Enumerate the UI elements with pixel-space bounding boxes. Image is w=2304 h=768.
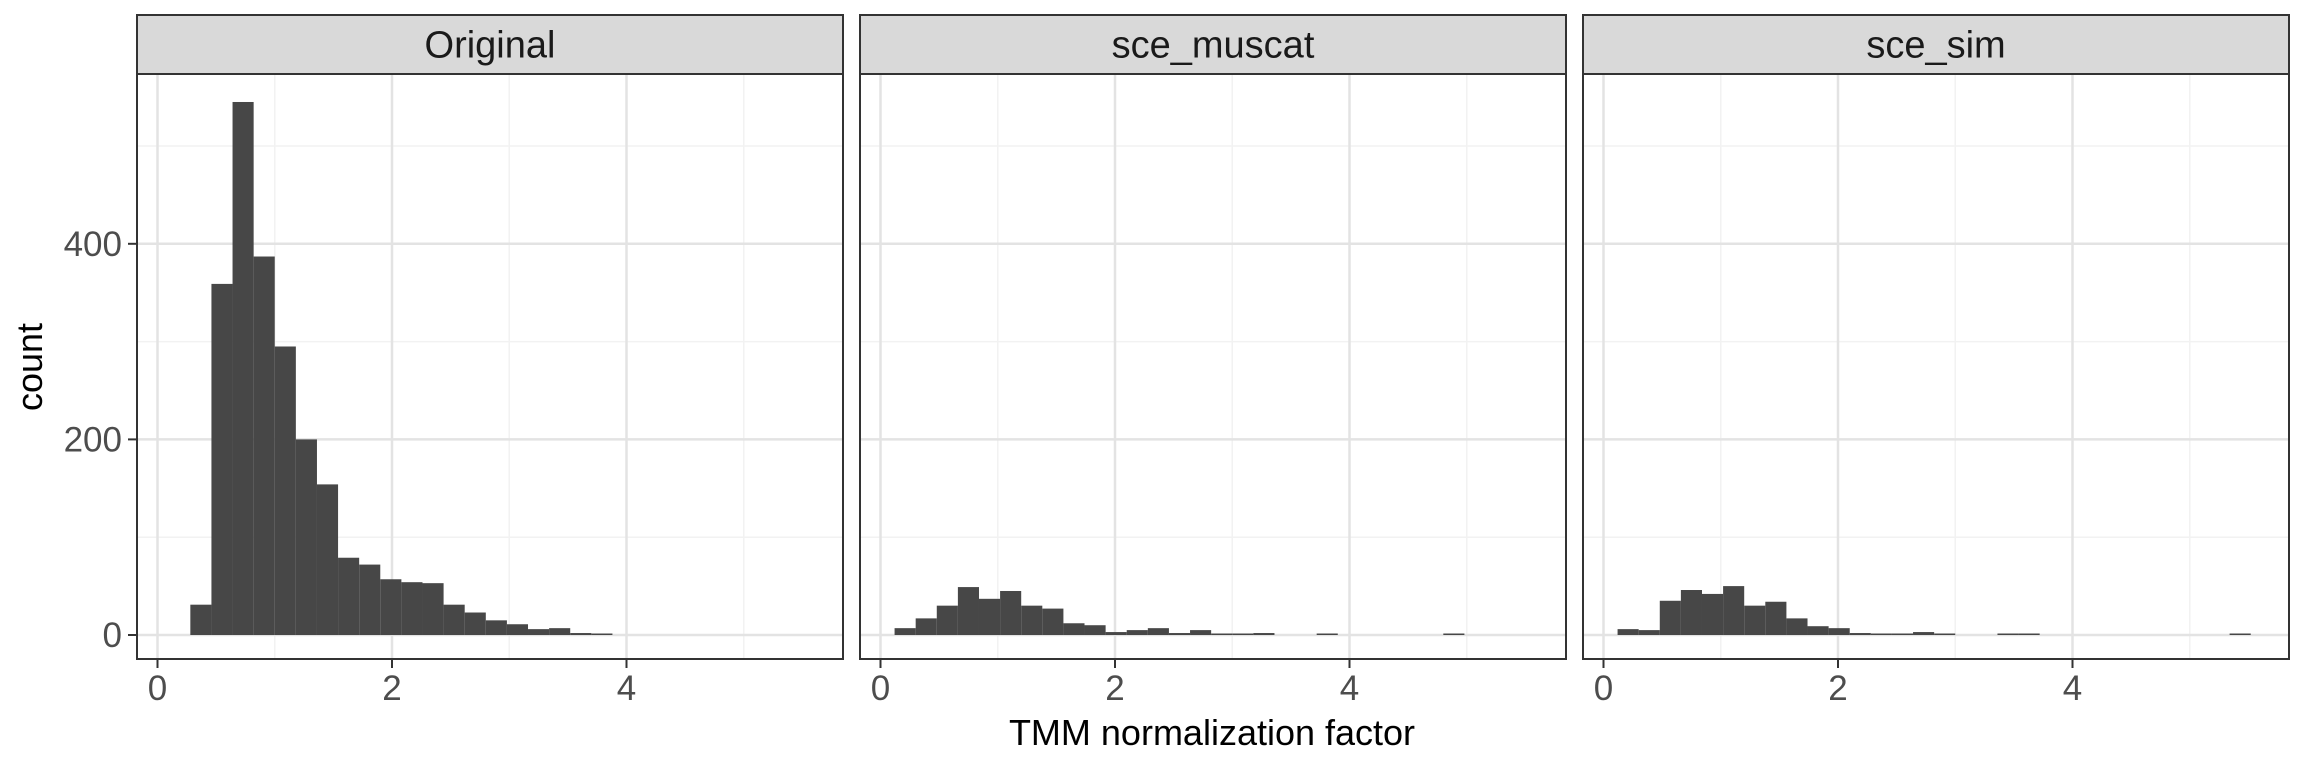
histogram-bar <box>1105 632 1127 635</box>
histogram-bar <box>1680 590 1702 635</box>
facet-strip <box>136 14 844 75</box>
histogram-bar <box>1232 633 1254 635</box>
y-axis: 0 200 400 <box>64 225 137 655</box>
panel-background <box>1583 74 2289 659</box>
histogram-bar <box>1744 605 1766 635</box>
histogram-bar <box>506 624 529 635</box>
histogram-bar <box>1786 618 1808 635</box>
y-axis-title: count <box>9 323 50 411</box>
histogram-bar <box>1617 629 1639 635</box>
histogram-bar <box>1765 601 1787 635</box>
facet-panels: Original sce_muscat sce_sim <box>136 14 2290 660</box>
x-tick-label: 4 <box>617 669 636 708</box>
histogram-bar <box>1084 625 1106 635</box>
x-tick-label: 4 <box>1340 669 1359 708</box>
histogram-bar <box>591 633 613 635</box>
histogram-bar <box>338 557 360 635</box>
facet-strip-label: sce_sim <box>1866 25 2005 67</box>
x-tick-label: 4 <box>2063 669 2082 708</box>
histogram-bar <box>1849 633 1871 635</box>
histogram-bar <box>190 604 212 635</box>
y-tick-label: 0 <box>103 616 122 655</box>
histogram-bar <box>528 629 550 635</box>
histogram-bar <box>1701 593 1724 635</box>
histogram-bar <box>1913 632 1935 635</box>
histogram-bar <box>401 582 423 635</box>
histogram-bar <box>2229 633 2251 635</box>
histogram-bar <box>1723 586 1745 635</box>
histogram-bar <box>1168 633 1191 635</box>
histogram-bar <box>1443 633 1465 635</box>
histogram-bar <box>1147 628 1169 635</box>
facet-panel-Original: Original <box>136 14 844 660</box>
histogram-bar <box>422 583 444 635</box>
histogram-bar <box>1807 626 1829 635</box>
histogram-bar <box>1211 633 1233 635</box>
histogram-bar <box>1021 605 1043 635</box>
facet-strip-label: sce_muscat <box>1112 25 1315 67</box>
histogram-bar <box>295 439 317 635</box>
histogram-bar <box>1126 630 1148 635</box>
histogram-bar <box>549 628 571 635</box>
facet-panel-sce_muscat: sce_muscat <box>859 14 1567 660</box>
histogram-bar <box>253 256 275 635</box>
x-axes: 0 2 4 0 2 4 0 2 4 <box>148 659 2082 708</box>
histogram-bar <box>274 346 296 635</box>
y-tick-label: 400 <box>64 225 122 264</box>
histogram-bar <box>915 618 937 635</box>
x-tick-label: 0 <box>871 669 890 708</box>
histogram-bar <box>1316 633 1338 635</box>
histogram-bar <box>957 587 979 635</box>
histogram-bar <box>1659 600 1681 635</box>
histogram-bar <box>2018 633 2040 635</box>
histogram-bar <box>1000 590 1022 635</box>
histogram-bar <box>359 564 381 635</box>
histogram-bar <box>1063 623 1085 635</box>
facet-strip-label: Original <box>425 25 556 67</box>
x-tick-label: 2 <box>1828 669 1847 708</box>
histogram-bar <box>936 605 958 635</box>
y-tick-label: 200 <box>64 420 122 459</box>
histogram-bar <box>978 598 1001 635</box>
histogram-bar <box>316 484 339 635</box>
histogram-bar <box>1828 628 1850 635</box>
facet-panel-sce_sim: sce_sim <box>1582 14 2290 660</box>
panel-background <box>860 74 1566 659</box>
histogram-bar <box>1934 633 1956 635</box>
histogram-bar <box>232 101 254 636</box>
x-tick-label: 2 <box>382 669 401 708</box>
histogram-bar <box>1190 630 1212 635</box>
histogram-bar <box>1253 633 1275 635</box>
histogram-bar <box>211 283 233 635</box>
histogram-bar <box>1891 633 1914 635</box>
histogram-bar <box>380 579 402 635</box>
facet-strip <box>859 14 1567 75</box>
histogram-bar <box>1997 633 2019 635</box>
x-tick-label: 2 <box>1105 669 1124 708</box>
histogram-bar <box>1870 633 1892 635</box>
histogram-bar <box>485 620 507 635</box>
histogram-bar <box>894 628 916 635</box>
histogram-bar <box>570 633 592 635</box>
histogram-bar <box>1042 608 1064 635</box>
histogram-bar <box>1638 630 1660 635</box>
x-tick-label: 0 <box>1594 669 1613 708</box>
facet-strip <box>1582 14 2290 75</box>
x-axis-title: TMM normalization factor <box>1009 712 1415 753</box>
histogram-bar <box>464 612 486 635</box>
histogram-bar <box>443 604 465 635</box>
x-tick-label: 0 <box>148 669 167 708</box>
